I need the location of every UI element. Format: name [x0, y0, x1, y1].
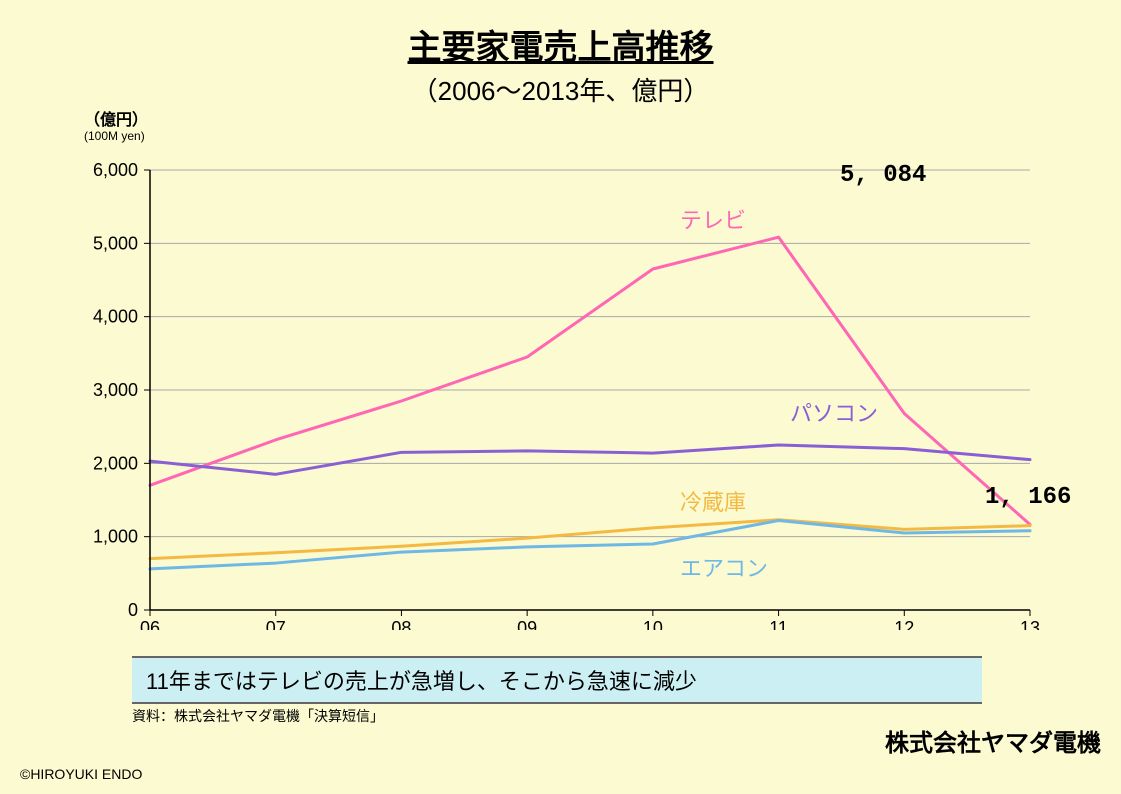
series-label-パソコン: パソコン	[790, 396, 878, 428]
chart-title: 主要家電売上高推移	[0, 20, 1121, 69]
svg-text:3,000: 3,000	[93, 380, 138, 400]
copyright-text: ©HIROYUKI ENDO	[20, 766, 142, 782]
svg-text:1,000: 1,000	[93, 527, 138, 547]
svg-text:4,000: 4,000	[93, 307, 138, 327]
svg-text:6,000: 6,000	[93, 160, 138, 180]
series-label-冷蔵庫: 冷蔵庫	[680, 485, 746, 517]
data-label: 5, 084	[840, 162, 926, 189]
chart-subtitle: （2006～2013年、億円）	[0, 71, 1121, 108]
series-label-テレビ: テレビ	[680, 203, 746, 235]
svg-text:11: 11	[769, 618, 788, 630]
y-axis-unit: （億円） (100M yen)	[84, 112, 148, 143]
svg-text:12: 12	[894, 618, 914, 630]
svg-text:5,000: 5,000	[93, 233, 138, 253]
svg-text:06: 06	[140, 618, 160, 630]
data-label: 1, 166	[985, 484, 1071, 511]
svg-text:08: 08	[391, 618, 411, 630]
svg-text:10: 10	[643, 618, 663, 630]
series-label-エアコン: エアコン	[680, 551, 768, 583]
svg-text:2,000: 2,000	[93, 453, 138, 473]
y-unit-en: (100M yen)	[84, 130, 148, 143]
line-chart-svg: 0 1,000 2,000 3,000 4,000 5,000 6,000 06 07 08 09 1…	[80, 150, 1050, 630]
y-unit-jp: （億円）	[84, 112, 148, 130]
source-text: 資料：株式会社ヤマダ電機「決算短信」	[132, 706, 384, 726]
svg-text:13: 13	[1020, 618, 1040, 630]
svg-text:07: 07	[266, 618, 286, 630]
chart-area: 0 1,000 2,000 3,000 4,000 5,000 6,000 06 07 08 09 1…	[80, 150, 1050, 630]
company-name: 株式会社ヤマダ電機	[885, 723, 1101, 758]
svg-text:0: 0	[128, 600, 138, 620]
svg-text:09: 09	[517, 618, 537, 630]
caption-box: 11年まではテレビの売上が急増し、そこから急速に減少	[132, 656, 982, 704]
